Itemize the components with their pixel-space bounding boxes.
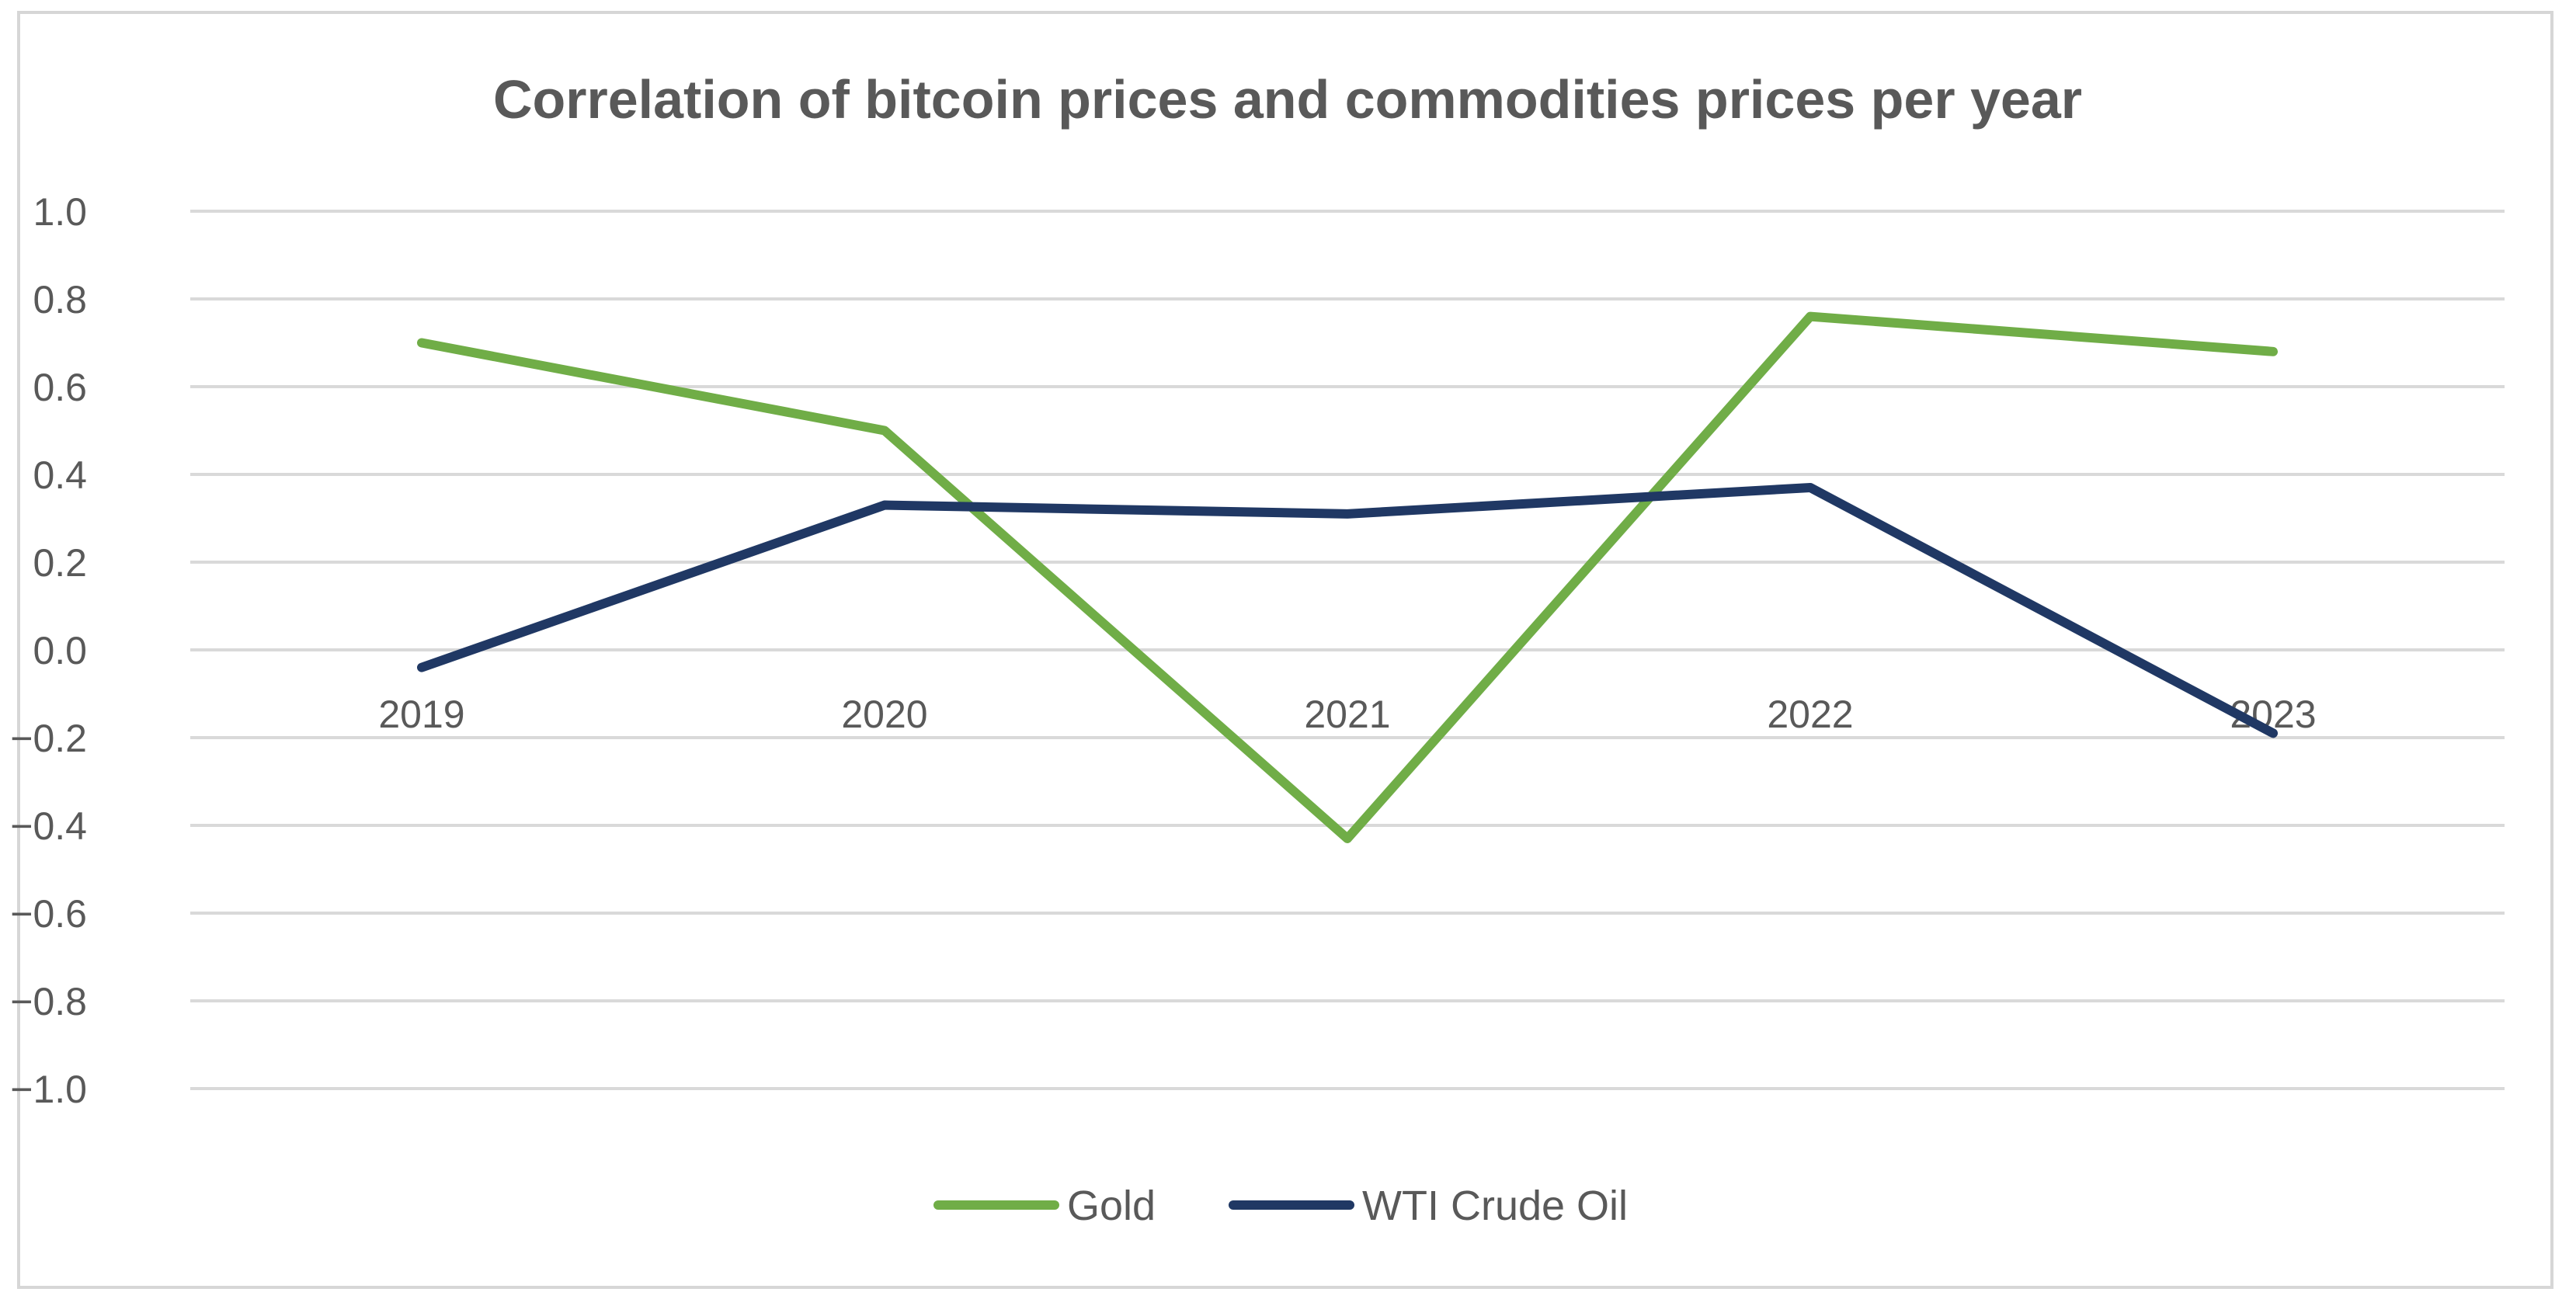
series-line-gold (417, 311, 2278, 843)
chart-title: Correlation of bitcoin prices and commod… (493, 69, 2082, 130)
data-point (1809, 487, 1811, 488)
data-point (421, 667, 422, 669)
y-tick-label: 0.8 (33, 278, 87, 321)
x-tick-label: 2022 (1767, 693, 1853, 736)
y-tick-label: 0.2 (33, 541, 87, 585)
data-point (1347, 513, 1348, 515)
data-point (2272, 351, 2274, 353)
data-point (884, 505, 885, 506)
y-tick-label: −1.0 (10, 1068, 87, 1111)
data-point (2272, 732, 2274, 734)
legend-label: WTI Crude Oil (1362, 1183, 1628, 1229)
x-tick-label: 2020 (841, 693, 927, 736)
y-tick-label: 0.0 (33, 629, 87, 672)
x-axis-tick-labels: 2019 2020 2021 2022 2023 (378, 693, 2316, 736)
y-tick-label: 0.6 (33, 366, 87, 409)
x-tick-label: 2021 (1304, 693, 1390, 736)
x-tick-label: 2019 (378, 693, 464, 736)
data-point (884, 430, 885, 432)
y-tick-label: −0.8 (10, 980, 87, 1023)
y-tick-label: 1.0 (33, 190, 87, 234)
y-tick-label: 0.4 (33, 453, 87, 497)
series-line-wti-crude-oil (417, 482, 2278, 738)
legend: Gold WTI Crude Oil (933, 1183, 1628, 1229)
series-lines (417, 311, 2278, 843)
y-axis-tick-labels: 1.0 0.8 0.6 0.4 0.2 0.0 −0.2 −0.4 −0.6 −0.8 −1.0 (10, 190, 87, 1111)
y-tick-label: −0.6 (10, 892, 87, 936)
y-tick-label: −0.4 (10, 804, 87, 848)
y-tick-label: −0.2 (10, 717, 87, 760)
data-point (421, 342, 422, 344)
data-point (1347, 838, 1348, 839)
legend-label: Gold (1067, 1183, 1156, 1229)
data-point (1809, 316, 1811, 318)
